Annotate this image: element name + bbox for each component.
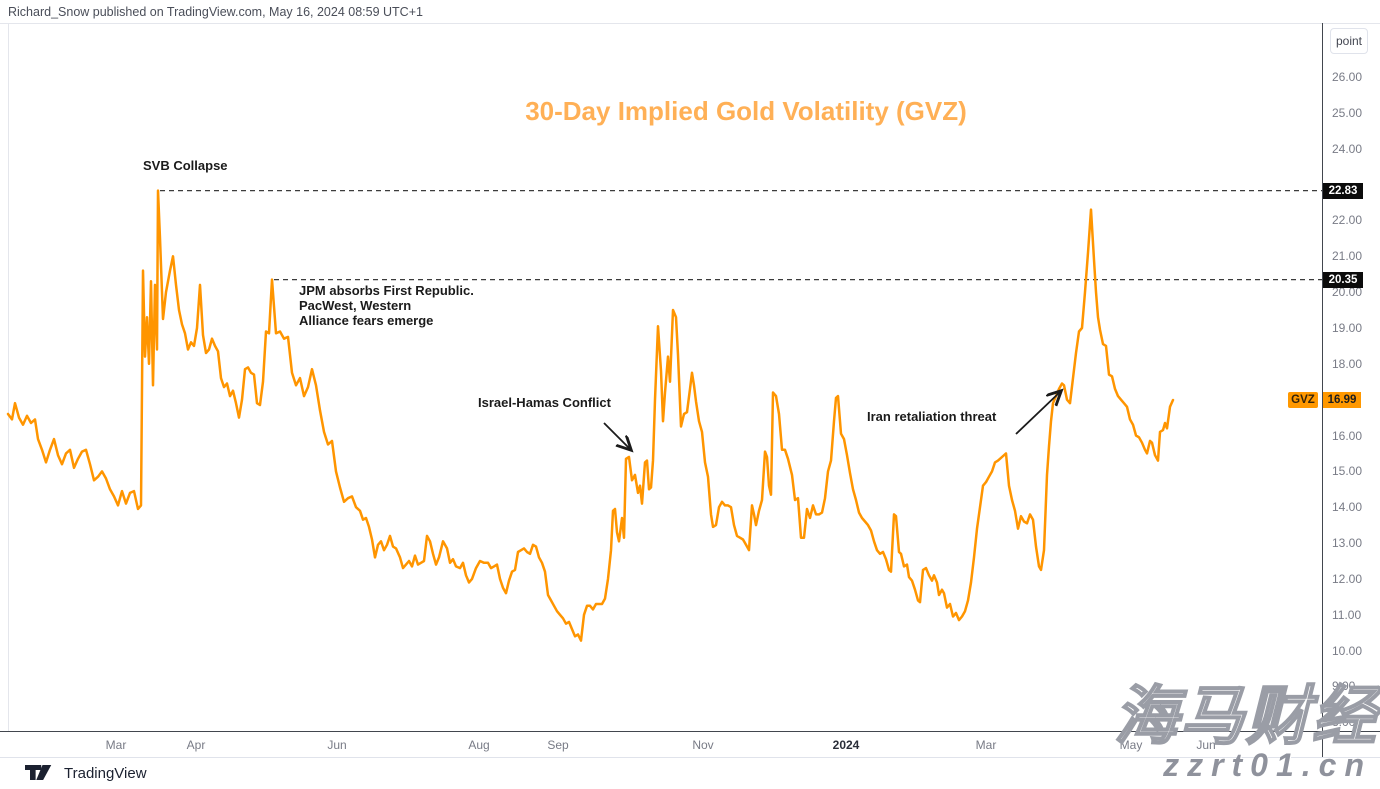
price-tick-label: 8.00 <box>1332 715 1356 730</box>
annotation-iran: Iran retaliation threat <box>867 409 997 424</box>
publication-byline: Richard_Snow published on TradingView.co… <box>8 5 423 19</box>
last-price-badge: 16.99 <box>1323 392 1361 408</box>
price-tick-label: 16.00 <box>1332 428 1363 443</box>
time-tick-label: Nov <box>692 738 714 752</box>
time-tick-label: Jun <box>327 738 347 752</box>
price-axis-line <box>1322 23 1323 757</box>
tradingview-brand-label[interactable]: TradingView <box>64 765 147 782</box>
price-tick-label: 24.00 <box>1332 141 1363 156</box>
time-tick-label: Jun <box>1196 738 1216 752</box>
price-tick-label: 12.00 <box>1332 571 1363 586</box>
price-unit-button[interactable]: point <box>1330 28 1368 54</box>
time-tick-label: Apr <box>186 738 206 752</box>
price-tick-label: 20.00 <box>1332 285 1363 300</box>
annotation-israel: Israel-Hamas Conflict <box>478 395 611 410</box>
time-axis-line <box>0 731 1380 732</box>
watermark-url-text: zzrt01.cn <box>1163 747 1372 783</box>
time-tick-label: Mar <box>975 738 997 752</box>
price-tick-label: 11.00 <box>1332 607 1362 622</box>
chart-title: 30-Day Implied Gold Volatility (GVZ) <box>525 96 967 126</box>
price-tick-label: 9.00 <box>1332 679 1356 694</box>
price-tick-label: 15.00 <box>1332 464 1363 479</box>
tradingview-logo-icon[interactable] <box>25 765 55 785</box>
time-tick-label: Mar <box>105 738 127 752</box>
price-tick-label: 21.00 <box>1332 249 1363 264</box>
price-tick-label: 25.00 <box>1332 105 1363 120</box>
time-tick-label: Sep <box>547 738 569 752</box>
price-tick-label: 14.00 <box>1332 500 1363 515</box>
price-tick-label: 22.00 <box>1332 213 1363 228</box>
price-tick-label: 13.00 <box>1332 536 1363 551</box>
time-tick-label: Aug <box>468 738 490 752</box>
chart-canvas[interactable] <box>9 24 1322 731</box>
time-tick-label: 2024 <box>832 738 860 752</box>
chart-top-border <box>0 23 1380 24</box>
series-name-badge: GVZ <box>1288 392 1318 408</box>
level-price-badge: 22.83 <box>1323 182 1363 199</box>
time-tick-label: May <box>1119 738 1143 752</box>
price-tick-label: 18.00 <box>1332 356 1363 371</box>
annotation-jpm: JPM absorbs First Republic. PacWest, West… <box>299 283 474 328</box>
price-tick-label: 26.00 <box>1332 70 1363 84</box>
level-price-badge: 20.35 <box>1323 271 1363 288</box>
price-tick-label: 19.00 <box>1332 320 1363 335</box>
annotation-svb: SVB Collapse <box>143 158 228 173</box>
footer-divider <box>0 757 1380 758</box>
price-tick-label: 10.00 <box>1332 643 1363 658</box>
